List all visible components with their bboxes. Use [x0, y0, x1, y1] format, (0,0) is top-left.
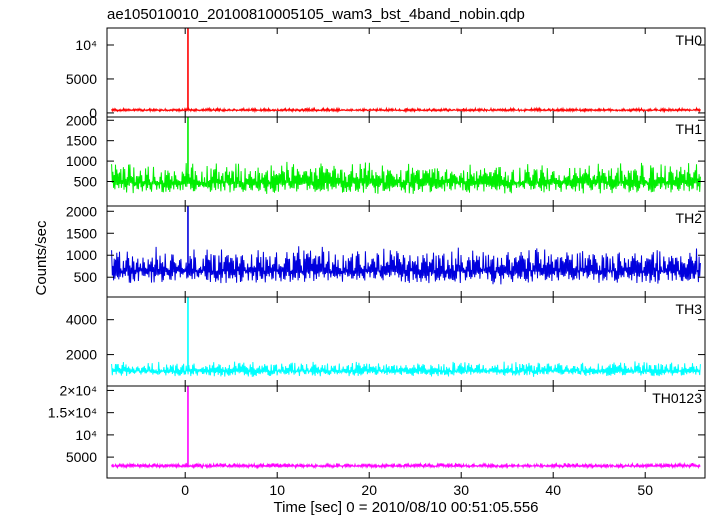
y-tick-label: 2×10⁴	[59, 382, 97, 398]
y-tick-label: 1000	[66, 247, 97, 263]
panel-th0: 0 5000 10⁴ TH0	[66, 27, 706, 121]
y-axis-label: Counts/sec	[33, 220, 50, 296]
y-tick-label: 2000	[66, 203, 97, 219]
panel-frame	[106, 385, 706, 479]
y-tick-label: 500	[74, 174, 98, 190]
panel-label-th0: TH0	[676, 32, 703, 48]
x-tick-label: 10	[269, 482, 285, 498]
y-tick-label: 10⁴	[75, 37, 97, 53]
x-tick-label: 20	[361, 482, 377, 498]
series-line-th2	[111, 246, 701, 285]
series-line-th3	[111, 361, 701, 377]
series-line-th0123	[111, 461, 701, 470]
series-line-th0	[111, 106, 701, 114]
y-tick-label: 1500	[66, 225, 97, 241]
panel-th1: 500 1000 1500 2000 TH1	[66, 112, 706, 207]
x-tick-label: 40	[545, 482, 561, 498]
y-tick-label: 2000	[66, 112, 97, 128]
panel-frame	[106, 205, 706, 298]
y-tick-label: 4000	[66, 312, 97, 328]
panel-th3: 2000 4000 TH3	[66, 296, 706, 387]
panel-label-th0123: TH0123	[652, 390, 702, 406]
y-tick-label: 5000	[66, 71, 97, 87]
y-tick-label: 5000	[66, 449, 97, 465]
panel-label-th1: TH1	[676, 121, 703, 137]
y-tick-label: 1000	[66, 153, 97, 169]
x-tick-label: 0	[181, 482, 189, 498]
panel-frame	[106, 116, 706, 207]
x-tick-label: 50	[637, 482, 653, 498]
y-tick-label: 10⁴	[75, 427, 97, 443]
series-line-th1	[111, 161, 701, 194]
y-tick-label: 500	[74, 269, 98, 285]
panel-th0123: 5000 10⁴ 1.5×10⁴ 2×10⁴ TH0123	[48, 382, 706, 479]
panel-label-th2: TH2	[676, 210, 703, 226]
y-tick-label: 1500	[66, 133, 97, 149]
x-axis-label: Time [sec] 0 = 2010/08/10 00:51:05.556	[273, 499, 538, 516]
y-tick-label: 2000	[66, 347, 97, 363]
y-tick-label: 0	[89, 105, 97, 121]
chart-title: ae105010010_20100810005105_wam3_bst_4ban…	[107, 6, 525, 23]
panel-label-th3: TH3	[676, 301, 703, 317]
panel-th2: 500 1000 1500 2000 TH2	[66, 203, 706, 298]
panel-frame	[106, 27, 706, 118]
x-tick-label: 30	[453, 482, 469, 498]
y-tick-label: 1.5×10⁴	[48, 405, 97, 421]
